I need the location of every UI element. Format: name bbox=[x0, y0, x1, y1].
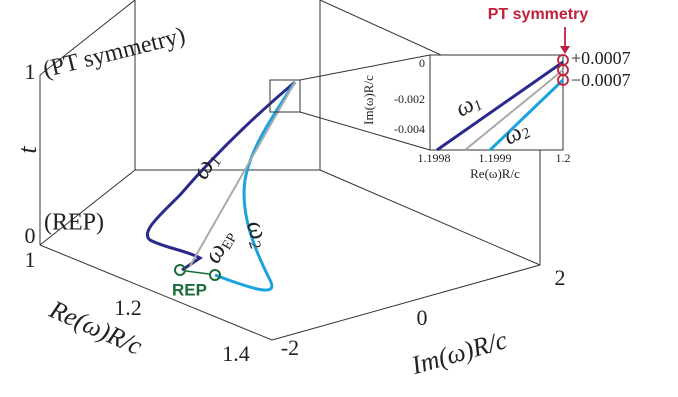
im-tick: -2 bbox=[281, 335, 299, 360]
im-label: Im(ω)R/c bbox=[407, 325, 510, 380]
rep-point bbox=[209, 269, 221, 281]
rep-marker: REP bbox=[172, 280, 207, 299]
w2-label: ω2 bbox=[239, 216, 277, 251]
w1-label: ω1 bbox=[185, 147, 225, 185]
t-tick: 0 bbox=[25, 223, 36, 248]
im-tick: 2 bbox=[555, 265, 566, 290]
rep-note: (REP) bbox=[44, 210, 104, 236]
rep-point bbox=[174, 264, 186, 276]
pt-marker: PT symmetry bbox=[488, 6, 589, 23]
inset bbox=[429, 27, 570, 152]
t-tick: 1 bbox=[25, 59, 36, 84]
im-tick: 0 bbox=[417, 305, 428, 330]
inset-y-label: Im(ω)R/c bbox=[361, 75, 376, 125]
inset-right-label: −0.0007 bbox=[571, 70, 631, 90]
inset-x-label: Re(ω)R/c bbox=[470, 166, 520, 181]
re-tick: 1.4 bbox=[222, 341, 250, 366]
curve-w2 bbox=[214, 81, 297, 292]
inset-y-tick: -0.002 bbox=[394, 92, 425, 106]
pt-note: (PT symmetry) bbox=[40, 23, 188, 83]
wep-label: ωEP bbox=[197, 223, 241, 268]
inset-x-tick: 1.1999 bbox=[479, 151, 512, 165]
t-label: t bbox=[13, 146, 42, 154]
re-tick: 1 bbox=[25, 247, 36, 272]
inset-y-tick: -0.004 bbox=[394, 122, 425, 136]
curve-w1 bbox=[145, 80, 296, 272]
inset-x-tick: 1.1998 bbox=[418, 151, 451, 165]
re-tick: 1.2 bbox=[114, 295, 142, 320]
inset-x-tick: 1.2 bbox=[556, 151, 571, 165]
zoom-box bbox=[269, 79, 301, 113]
inset-right-label: +0.0007 bbox=[571, 48, 631, 68]
curve-wep bbox=[189, 81, 296, 267]
inset-y-tick: 0 bbox=[419, 56, 425, 70]
rep-arrow bbox=[185, 270, 210, 275]
